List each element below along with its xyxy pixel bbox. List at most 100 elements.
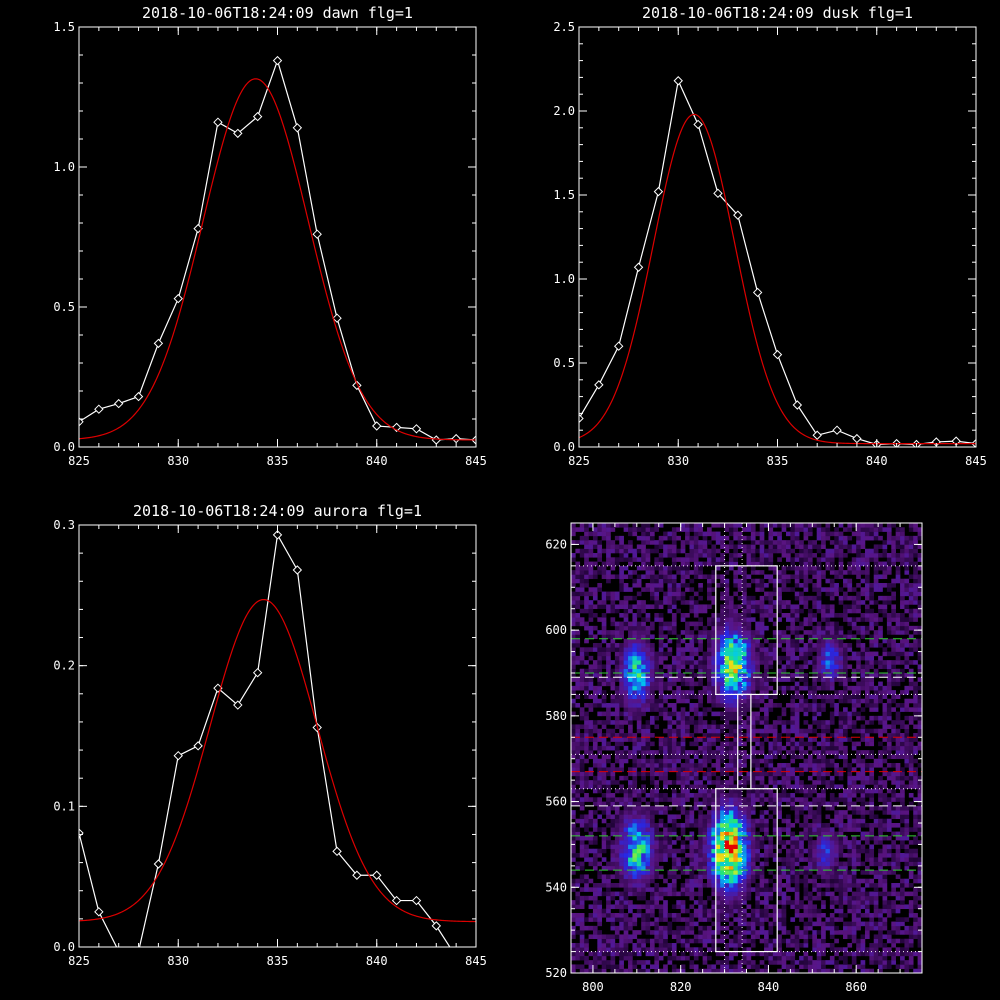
heatmap-cell	[733, 578, 739, 584]
heatmap-cell	[790, 540, 796, 545]
heatmap-cell	[584, 853, 589, 858]
heatmap-cell	[606, 861, 611, 867]
heatmap-cell	[588, 814, 594, 820]
heatmap-cell	[641, 711, 646, 717]
heatmap-cell	[794, 565, 800, 571]
heatmap-cell	[812, 861, 817, 867]
heatmap-cell	[698, 908, 703, 914]
heatmap-cell	[658, 763, 664, 768]
heatmap-cell	[755, 651, 760, 657]
heatmap-cell	[702, 968, 708, 973]
heatmap-cell	[825, 883, 831, 888]
heatmap-cell	[614, 544, 620, 550]
heatmap-cell	[610, 818, 616, 824]
heatmap-cell	[654, 784, 660, 790]
heatmap-cell	[746, 964, 752, 970]
heatmap-cell	[702, 690, 708, 695]
heatmap-cell	[707, 741, 712, 747]
heatmap-cell	[641, 634, 646, 640]
data-point	[391, 895, 402, 906]
heatmap-cell	[755, 587, 760, 592]
heatmap-cell	[772, 651, 778, 657]
heatmap-cell	[584, 694, 589, 700]
heatmap-cell	[632, 934, 638, 940]
heatmap-cell	[671, 737, 677, 742]
heatmap-cell	[755, 531, 760, 537]
heatmap-cell	[742, 780, 747, 785]
heatmap-cell	[641, 968, 646, 973]
heatmap-cell	[812, 720, 817, 725]
heatmap-cell	[667, 960, 673, 965]
heatmap-cell	[799, 553, 804, 558]
heatmap-cell	[707, 870, 712, 875]
heatmap-cell	[623, 583, 629, 588]
heatmap-cell	[816, 827, 822, 832]
heatmap-cell	[588, 673, 594, 678]
heatmap-cell	[645, 900, 651, 905]
heatmap-cell	[733, 553, 739, 558]
heatmap-cell	[764, 831, 769, 837]
heatmap-cell	[764, 968, 769, 973]
heatmap-cell	[680, 908, 686, 914]
heatmap-cell	[645, 694, 651, 700]
heatmap-cell	[764, 895, 769, 901]
heatmap-cell	[790, 900, 796, 905]
heatmap-cell	[711, 673, 717, 678]
heatmap-cell	[772, 844, 778, 850]
heatmap-cell	[750, 720, 756, 725]
heatmap-cell	[807, 908, 813, 914]
heatmap-cell	[619, 625, 624, 631]
heatmap-cell	[641, 698, 646, 704]
heatmap-cell	[584, 775, 589, 781]
heatmap-cell	[632, 711, 638, 717]
heatmap-cell	[698, 737, 703, 742]
heatmap-cell	[746, 870, 752, 875]
heatmap-cell	[698, 540, 703, 545]
heatmap-cell	[764, 685, 769, 691]
data-point	[332, 313, 342, 323]
heatmap-cell	[750, 887, 756, 892]
heatmap-cell	[689, 848, 695, 854]
heatmap-cell	[777, 643, 782, 648]
heatmap-cell	[720, 750, 725, 755]
heatmap-cell	[764, 703, 769, 708]
heatmap-cell	[636, 835, 642, 841]
heatmap-cell	[698, 711, 703, 717]
heatmap-cell	[658, 793, 664, 798]
heatmap-cell	[781, 728, 787, 734]
heatmap-cell	[759, 767, 765, 772]
heatmap-cell	[685, 938, 690, 944]
heatmap-cell	[720, 617, 725, 622]
heatmap-cell	[641, 707, 646, 712]
heatmap-cell	[759, 741, 765, 747]
heatmap-cell	[821, 527, 826, 532]
heatmap-cell	[579, 711, 585, 717]
heatmap-cell	[803, 643, 809, 648]
heatmap-cell	[623, 943, 629, 948]
heatmap-cell	[628, 891, 633, 897]
heatmap-cell	[821, 763, 826, 768]
heatmap-cell	[641, 805, 646, 811]
heatmap-cell	[764, 857, 769, 862]
heatmap-cell	[707, 754, 712, 760]
data-point	[693, 119, 703, 130]
heatmap-cell	[671, 660, 677, 665]
heatmap-cell	[746, 583, 752, 588]
heatmap-cell	[658, 831, 664, 837]
heatmap-cell	[790, 870, 796, 875]
heatmap-cell	[667, 844, 673, 850]
heatmap-cell	[597, 651, 603, 657]
heatmap-cell	[799, 870, 804, 875]
heatmap-cell	[641, 771, 646, 777]
heatmap-cell	[614, 698, 620, 704]
heatmap-cell	[715, 793, 721, 798]
heatmap-cell	[785, 818, 791, 824]
heatmap-cell	[737, 733, 743, 738]
heatmap-cell	[715, 638, 721, 644]
heatmap-cell	[768, 878, 774, 884]
heatmap-cell	[728, 938, 734, 944]
heatmap-cell	[680, 968, 686, 973]
heatmap-cell	[825, 848, 831, 854]
heatmap-cell	[755, 548, 760, 554]
heatmap-cell	[702, 827, 708, 832]
